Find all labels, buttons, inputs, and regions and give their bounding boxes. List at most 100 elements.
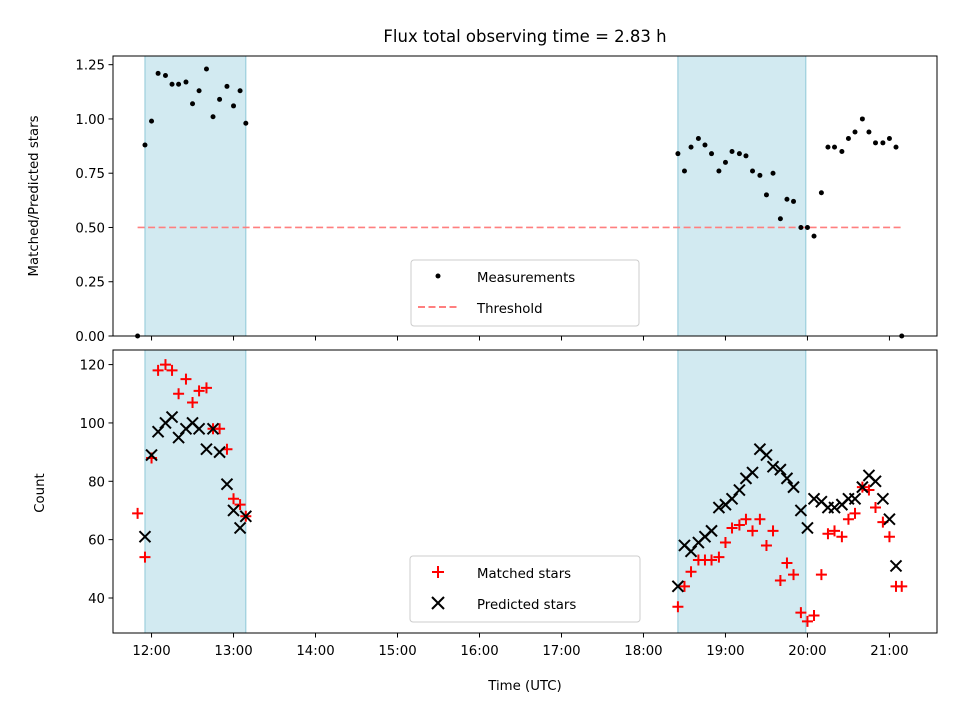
measurement-point xyxy=(777,216,783,222)
observing-window-2 xyxy=(677,55,807,337)
y-tick-label: 1.25 xyxy=(75,59,105,74)
predicted-star-point xyxy=(787,480,800,494)
matched-star-point xyxy=(193,385,205,397)
chart-title: Flux total observing time = 2.83 h xyxy=(383,27,666,46)
predicted-star-point xyxy=(848,492,862,506)
matched-star-point xyxy=(672,601,684,613)
measurement-point xyxy=(893,144,899,150)
predicted-star-point xyxy=(671,580,685,593)
top-x-ticks xyxy=(151,336,890,341)
measurement-point xyxy=(818,190,824,196)
matched-star-point xyxy=(678,580,690,592)
y-tick-label: 40 xyxy=(88,592,105,607)
x-tick-label: 17:00 xyxy=(542,644,580,659)
matched-star-point xyxy=(836,531,848,543)
matched-star-point xyxy=(815,569,827,581)
predicted-star-point xyxy=(213,445,226,459)
predicted-star-point xyxy=(705,524,718,538)
x-tick-label: 16:00 xyxy=(460,644,498,659)
predicted-star-point xyxy=(774,463,787,476)
top-legend-box xyxy=(410,259,640,327)
predicted-star-point xyxy=(889,559,903,573)
measurement-point xyxy=(729,149,735,155)
x-tick-label: 18:00 xyxy=(624,644,662,659)
matched-star-point xyxy=(747,525,759,537)
predicted-star-point xyxy=(712,501,726,514)
measurement-point xyxy=(736,151,742,157)
measurement-point xyxy=(210,114,216,120)
legend-predicted-label: Predicted stars xyxy=(477,598,576,613)
matched-star-point xyxy=(795,607,807,619)
y-tick-label: 0.25 xyxy=(75,276,105,291)
x-tick-label: 14:00 xyxy=(296,644,334,659)
measurement-point xyxy=(709,151,715,157)
predicted-star-point xyxy=(760,448,773,462)
legend-predicted-marker xyxy=(431,596,445,610)
matched-star-point xyxy=(883,531,895,543)
predicted-star-point xyxy=(876,492,890,506)
measurement-point xyxy=(162,73,168,79)
matched-star-point xyxy=(788,569,800,581)
matched-star-point xyxy=(754,513,766,525)
matched-star-point xyxy=(740,513,752,525)
measurement-point xyxy=(811,233,817,239)
predicted-star-point xyxy=(807,492,821,506)
x-tick-label: 21:00 xyxy=(870,644,908,659)
measurement-point xyxy=(852,129,858,135)
matched-star-point xyxy=(200,382,212,394)
matched-star-point xyxy=(849,507,861,519)
matched-star-point xyxy=(706,554,718,566)
measurement-point xyxy=(825,144,831,150)
measurement-point xyxy=(750,168,756,174)
ratio-panel: 0.00 0.25 0.50 0.75 1.00 1.25 Matched/Predict… xyxy=(27,55,938,345)
measurement-point xyxy=(243,120,249,126)
x-tick-label: 12:00 xyxy=(132,644,170,659)
measurement-point xyxy=(681,168,687,174)
predicted-star-point xyxy=(883,513,896,526)
matched-star-point xyxy=(152,364,164,376)
predicted-star-point xyxy=(192,422,206,435)
matched-star-point xyxy=(801,615,813,627)
matched-star-point xyxy=(180,373,192,385)
legend-measurements-label: Measurements xyxy=(477,271,575,286)
measurement-point xyxy=(716,168,722,174)
measurement-point xyxy=(702,142,708,148)
predicted-star-point xyxy=(869,475,882,488)
measurement-point xyxy=(169,81,175,87)
matched-star-point xyxy=(808,609,820,621)
measurement-point xyxy=(743,153,749,159)
x-axis-label: Time (UTC) xyxy=(487,679,562,694)
measurement-point xyxy=(784,196,790,202)
matched-star-point xyxy=(187,397,199,409)
measurement-point xyxy=(217,96,223,102)
observing-window-1 xyxy=(144,55,247,337)
bottom-plot-frame xyxy=(112,349,938,634)
matched-star-point xyxy=(829,525,841,537)
y-tick-label: 60 xyxy=(88,534,105,549)
y-tick-label: 0.50 xyxy=(75,221,105,236)
matched-star-point xyxy=(733,519,745,531)
predicted-star-point xyxy=(138,530,152,543)
predicted-star-point xyxy=(794,504,808,517)
y-tick-label: 0.00 xyxy=(75,330,105,345)
predicted-star-point xyxy=(856,480,869,494)
measurement-point xyxy=(675,151,681,157)
measurement-point xyxy=(176,81,182,87)
predicted-star-point xyxy=(780,472,794,485)
measurement-point xyxy=(155,70,161,76)
matched-star-point xyxy=(781,557,793,569)
matched-star-point xyxy=(713,551,725,563)
observing-window-1 xyxy=(144,349,247,634)
legend-matched-label: Matched stars xyxy=(477,567,571,582)
predicted-star-point xyxy=(227,504,240,517)
matched-star-point xyxy=(719,537,731,549)
top-y-axis: 0.00 0.25 0.50 0.75 1.00 1.25 xyxy=(75,59,113,345)
predicted-star-point xyxy=(801,521,814,535)
legend-matched-marker xyxy=(432,566,444,578)
matched-star-point xyxy=(166,364,178,376)
legend-threshold-label: Threshold xyxy=(476,302,543,317)
bottom-y-axis: 40 60 80 100 120 xyxy=(80,359,113,607)
matched-star-point xyxy=(159,359,171,371)
y-tick-label: 0.75 xyxy=(75,167,105,182)
